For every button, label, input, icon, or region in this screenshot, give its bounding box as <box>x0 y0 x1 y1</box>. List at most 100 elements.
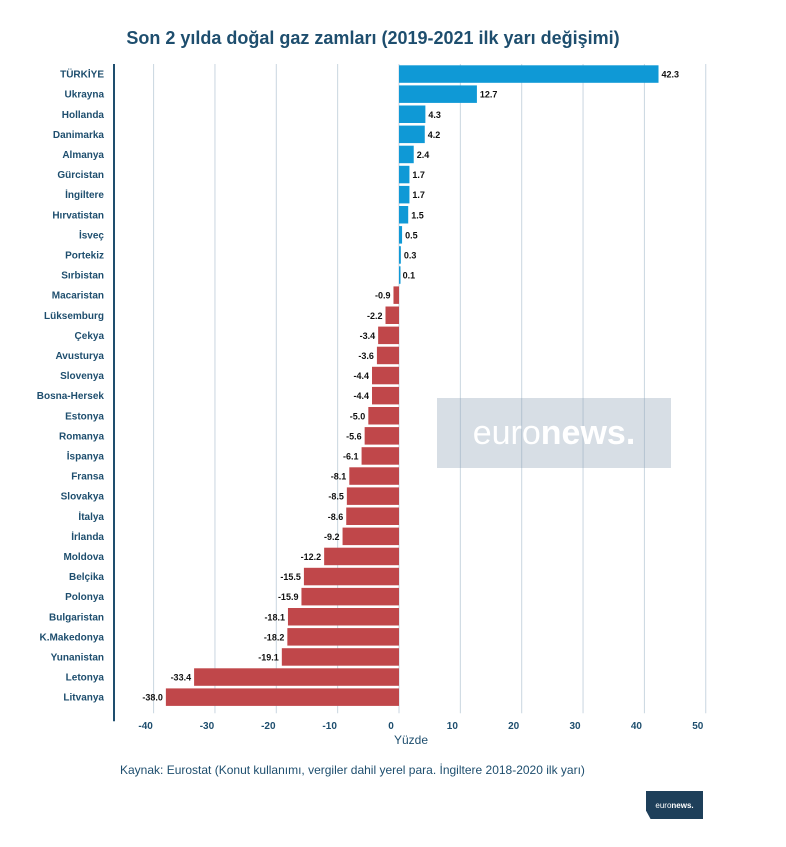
bar <box>303 567 399 586</box>
value-label: -8.1 <box>331 472 347 482</box>
value-label: -3.4 <box>360 331 376 341</box>
source-note: Kaynak: Eurostat (Konut kullanımı, vergi… <box>120 763 585 777</box>
category-label: Macaristan <box>52 291 104 302</box>
bar <box>378 326 399 345</box>
value-label: -9.2 <box>324 532 340 542</box>
value-label: 0.1 <box>403 271 416 281</box>
value-label: -18.1 <box>264 612 285 622</box>
category-label: Lüksemburg <box>44 311 104 322</box>
bar <box>165 688 399 706</box>
category-label: TÜRKİYE <box>60 68 104 81</box>
bar <box>194 668 399 686</box>
category-label: İsveç <box>79 228 104 241</box>
value-label: 4.3 <box>428 110 441 120</box>
value-label: -38.0 <box>142 693 163 703</box>
category-label: Letonya <box>66 673 105 684</box>
value-label: -8.5 <box>328 492 344 502</box>
bar <box>301 587 399 606</box>
watermark-bold: news. <box>540 413 636 452</box>
value-label: 1.7 <box>412 190 425 200</box>
watermark-light: euro <box>472 413 541 452</box>
category-label: Belçika <box>69 572 104 583</box>
bar <box>399 246 401 264</box>
value-label: -33.4 <box>171 673 192 683</box>
category-label: İspanya <box>67 449 105 462</box>
category-labels: TÜRKİYE Ukrayna Hollanda Danimarka Almanya Gü… <box>37 68 105 704</box>
category-label: Hollanda <box>62 110 105 121</box>
bar <box>393 286 399 304</box>
x-tick-label: -40 <box>138 721 153 732</box>
bar <box>399 266 401 284</box>
bar <box>399 206 409 224</box>
category-label: K.Makedonya <box>40 632 105 643</box>
bar <box>399 185 410 204</box>
category-label: Çekya <box>75 331 105 342</box>
bar <box>324 547 399 566</box>
value-labels: 42.3 12.7 4.3 4.2 2.4 1.7 1.7 1.5 0.5 0.3 0.1 -0.9 -… <box>142 70 679 703</box>
bar <box>385 306 399 324</box>
category-label: Slovakya <box>61 492 105 503</box>
category-label: Bosna-Hersek <box>37 391 105 402</box>
bar <box>376 346 399 365</box>
value-label: -19.1 <box>258 652 279 662</box>
chart-title: Son 2 yılda doğal gaz zamları (2019-2021… <box>126 28 620 48</box>
category-label: Litvanya <box>63 693 104 704</box>
bar <box>364 427 399 445</box>
x-tick-label: 10 <box>447 721 459 732</box>
bar <box>399 105 426 123</box>
category-label: Portekiz <box>65 250 104 261</box>
category-label: Ukrayna <box>65 90 105 101</box>
value-label: -0.9 <box>375 291 391 301</box>
euronews-watermark: euronews. <box>437 398 671 468</box>
value-label: 4.2 <box>428 130 441 140</box>
x-tick-label: 50 <box>692 721 704 732</box>
logo-bold: news. <box>671 800 694 810</box>
category-label: Fransa <box>71 472 104 483</box>
category-label: İrlanda <box>71 530 104 543</box>
value-label: 42.3 <box>662 70 680 80</box>
category-label: Danimarka <box>53 130 105 141</box>
value-label: -12.2 <box>301 552 322 562</box>
x-tick-label: 40 <box>631 721 643 732</box>
x-tick-label: 30 <box>569 721 581 732</box>
value-label: -15.5 <box>280 572 301 582</box>
category-label: Almanya <box>62 150 104 161</box>
value-label: -4.4 <box>353 371 369 381</box>
x-tick-label: 20 <box>508 721 520 732</box>
x-axis-label: Yüzde <box>393 733 429 747</box>
value-label: -15.9 <box>278 592 299 602</box>
bar <box>281 648 399 666</box>
x-tick-label: 0 <box>388 721 394 732</box>
bar <box>287 628 399 646</box>
value-label: 12.7 <box>480 90 498 100</box>
x-tick-label: -10 <box>322 721 337 732</box>
x-tick-label: -20 <box>261 721 276 732</box>
bar <box>399 125 425 144</box>
euronews-logo[interactable]: euronews. <box>646 791 703 819</box>
x-tick-label: -30 <box>200 721 215 732</box>
value-label: -2.2 <box>367 311 383 321</box>
category-label: İtalya <box>78 510 104 523</box>
category-label: Romanya <box>59 431 104 442</box>
bar <box>349 467 399 485</box>
bar <box>287 608 399 626</box>
category-label: İngiltere <box>65 188 104 201</box>
gridlines <box>153 64 707 714</box>
bar <box>399 85 477 103</box>
category-label: Polonya <box>65 592 104 603</box>
bar <box>368 407 399 425</box>
value-label: 1.7 <box>412 170 425 180</box>
category-label: Slovenya <box>60 371 104 382</box>
value-label: -4.4 <box>353 391 369 401</box>
category-label: Bulgaristan <box>49 612 104 623</box>
bar <box>399 65 659 83</box>
value-label: -5.6 <box>346 431 362 441</box>
bar <box>399 165 410 184</box>
category-label: Avusturya <box>55 351 104 362</box>
category-label: Hırvatistan <box>52 210 104 221</box>
value-label: -6.1 <box>343 451 359 461</box>
category-label: Sırbistan <box>61 271 104 282</box>
category-label: Gürcistan <box>57 170 104 181</box>
category-label: Moldova <box>63 552 104 563</box>
